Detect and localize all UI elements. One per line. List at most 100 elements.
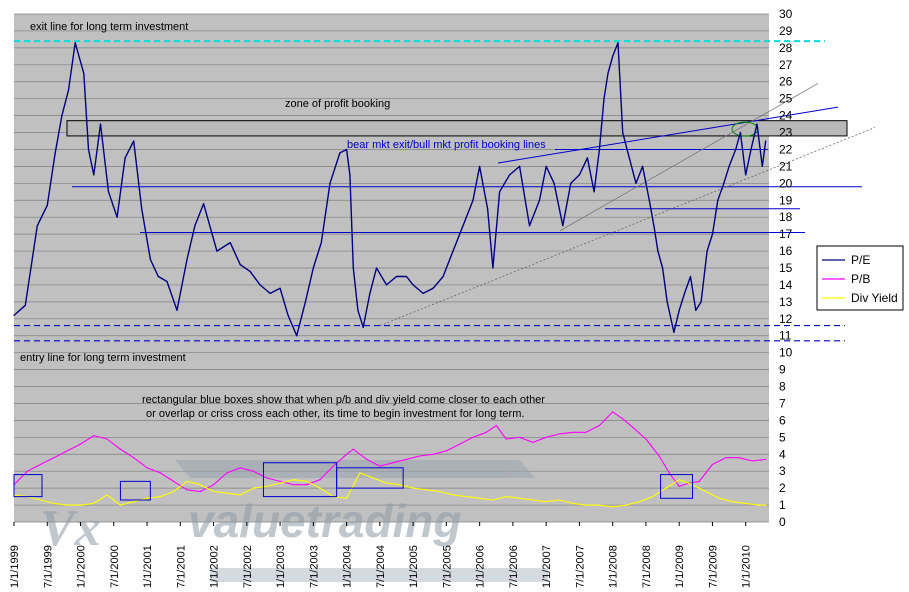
data-point-p-b-54 (698, 480, 700, 482)
data-point-div-yield-15 (213, 490, 215, 493)
x-tick-label-1-1-2009: 1/1/2009 (674, 545, 686, 588)
data-point-p-e-1 (24, 304, 26, 306)
signal-boxes (13, 462, 694, 501)
data-point-p-b-59 (765, 458, 767, 460)
data-point-div-yield-21 (292, 479, 294, 481)
trend-line-dotted-2 (559, 83, 819, 232)
data-point-p-e-61 (528, 225, 531, 227)
data-point-p-e-18 (157, 275, 159, 278)
data-point-div-yield-43 (585, 504, 587, 506)
x-tick-label-1-1-2000: 1/1/2000 (76, 545, 88, 588)
data-point-p-e-72 (607, 72, 609, 74)
data-point-p-e-63 (545, 165, 547, 167)
watermark-band-top (175, 460, 535, 478)
data-point-p-e-27 (249, 270, 251, 272)
data-point-div-yield-11 (159, 496, 161, 498)
data-point-p-e-89 (700, 301, 702, 303)
data-point-p-e-16 (141, 208, 143, 210)
x-tick-label-7-1-2004: 7/1/2004 (375, 545, 387, 588)
data-point-p-e-19 (166, 280, 168, 283)
signal-box-0 (119, 480, 151, 501)
data-point-p-e-47 (405, 275, 408, 278)
data-point-p-b-23 (319, 479, 321, 481)
data-point-div-yield-18 (252, 487, 255, 489)
data-point-p-b-56 (725, 457, 727, 459)
entry-line-label: entry line for long term investment (20, 352, 186, 364)
data-point-p-b-7 (106, 438, 108, 440)
y-tick-label-19: 19 (779, 193, 793, 207)
data-point-p-b-47 (622, 418, 624, 420)
data-point-div-yield-49 (665, 487, 667, 489)
data-point-p-e-5 (61, 115, 63, 117)
data-point-p-e-62 (538, 199, 541, 201)
data-point-div-yield-48 (652, 496, 654, 498)
x-axis: 1/1/1999 7/1/1999 1/1/2000 7/1/2000 1/1/2001… (9, 522, 753, 588)
data-point-p-b-36 (485, 431, 487, 433)
y-tick-label-9: 9 (779, 363, 786, 377)
data-point-div-yield-31 (425, 489, 427, 491)
data-point-p-b-6 (93, 435, 95, 437)
data-point-p-e-58 (499, 191, 501, 193)
y-tick-label-29: 29 (779, 24, 793, 38)
data-point-div-yield-34 (465, 496, 467, 498)
data-point-p-e-98 (750, 148, 752, 151)
data-point-p-e-34 (312, 267, 314, 269)
data-point-p-e-60 (519, 165, 521, 167)
data-point-p-e-36 (329, 182, 331, 184)
data-point-p-e-40 (352, 267, 354, 269)
data-point-p-e-6 (67, 89, 70, 91)
data-point-p-b-3 (53, 457, 55, 459)
data-point-div-yield-28 (385, 482, 388, 484)
x-tick-label-7-1-2006: 7/1/2006 (508, 545, 520, 588)
data-point-p-e-8 (83, 72, 85, 74)
profit-zone-band (66, 120, 848, 137)
y-tick-label-12: 12 (779, 312, 793, 326)
data-point-p-e-76 (628, 157, 630, 159)
data-point-div-yield-39 (532, 499, 534, 501)
data-point-div-yield-45 (612, 506, 614, 508)
data-point-div-yield-16 (226, 492, 228, 494)
data-point-p-e-13 (116, 216, 118, 218)
y-tick-label-0: 0 (779, 515, 786, 529)
data-point-div-yield-20 (279, 482, 281, 484)
data-point-p-e-24 (216, 250, 218, 252)
data-point-p-e-55 (479, 165, 481, 167)
data-point-p-b-43 (572, 431, 574, 433)
y-tick-label-30: 30 (779, 7, 793, 21)
y-tick-label-13: 13 (779, 295, 793, 309)
data-point-p-e-9 (87, 148, 90, 151)
data-point-div-yield-23 (319, 487, 321, 489)
data-point-p-e-50 (432, 287, 434, 289)
data-point-p-e-97 (745, 174, 747, 176)
data-point-p-b-9 (133, 457, 135, 459)
data-point-div-yield-32 (439, 490, 441, 493)
data-point-p-e-66 (570, 182, 572, 184)
x-tick-label-1-1-2002: 1/1/2002 (209, 545, 221, 588)
legend: P/E P/B Div Yield (816, 245, 904, 311)
signal-box-2 (336, 467, 404, 489)
data-point-p-e-71 (603, 98, 605, 100)
y-tick-label-21: 21 (779, 159, 793, 173)
x-tick-label-7-1-2001: 7/1/2001 (175, 545, 187, 588)
data-point-p-b-49 (645, 438, 647, 440)
data-point-p-e-78 (642, 165, 644, 167)
data-point-p-e-28 (259, 284, 261, 286)
trend-line-upper (497, 106, 839, 164)
data-point-div-yield-44 (598, 504, 601, 506)
data-point-p-b-14 (199, 490, 201, 493)
y-tick-label-23: 23 (779, 126, 793, 140)
data-point-p-e-15 (133, 140, 135, 142)
data-point-div-yield-30 (412, 487, 414, 489)
data-point-p-b-33 (445, 450, 447, 452)
data-point-p-b-51 (668, 472, 670, 474)
data-point-p-e-86 (683, 292, 686, 294)
data-point-p-e-41 (357, 309, 359, 311)
data-point-div-yield-26 (359, 472, 361, 474)
data-point-p-b-19 (266, 477, 268, 479)
y-tick-label-6: 6 (779, 413, 786, 427)
data-point-p-e-83 (666, 301, 668, 303)
x-tick-label-1-1-2001: 1/1/2001 (142, 545, 154, 588)
data-point-p-e-84 (673, 331, 675, 333)
data-point-p-e-96 (739, 131, 742, 134)
y-tick-label-24: 24 (779, 109, 793, 123)
